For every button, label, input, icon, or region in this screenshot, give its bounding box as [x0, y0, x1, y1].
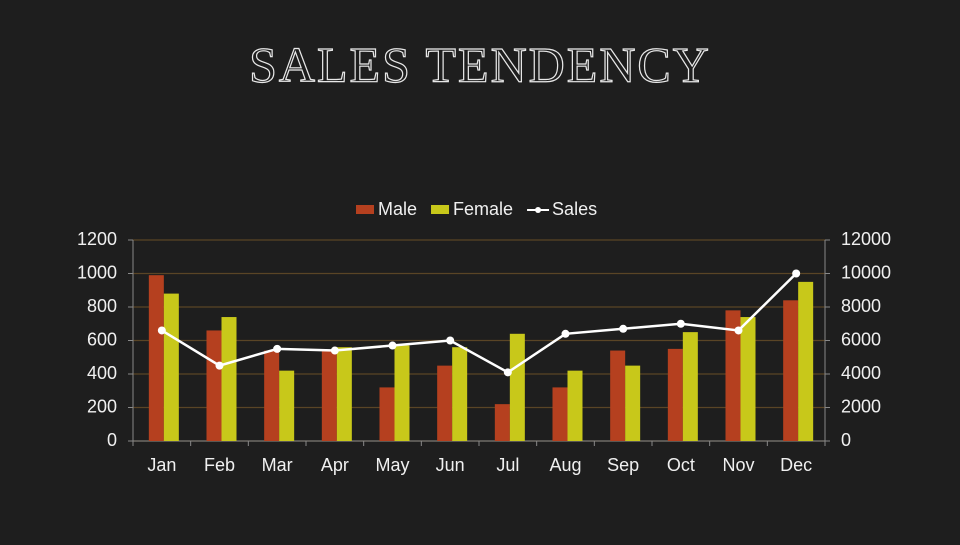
- bar: [625, 365, 641, 441]
- legend-swatch: [431, 205, 450, 214]
- y2-tick-label: 10000: [841, 262, 891, 282]
- x-tick-label: Apr: [321, 455, 349, 475]
- bar: [667, 348, 683, 441]
- bar: [509, 333, 525, 441]
- y2-tick-label: 4000: [841, 363, 881, 383]
- bar: [321, 350, 337, 441]
- bar: [783, 300, 799, 441]
- point: [215, 361, 224, 370]
- legend-swatch: [535, 207, 542, 213]
- bar: [206, 330, 222, 441]
- bar: [452, 347, 468, 441]
- x-tick-label: Dec: [780, 455, 812, 475]
- x-tick-label: Nov: [722, 455, 754, 475]
- point: [503, 368, 512, 377]
- bar: [552, 387, 568, 441]
- bar: [163, 293, 179, 441]
- bar: [379, 387, 395, 441]
- x-tick-label: Jul: [496, 455, 519, 475]
- y-tick-label: 1000: [77, 262, 117, 282]
- bar: [148, 275, 164, 441]
- x-tick-label: Jun: [436, 455, 465, 475]
- point: [388, 341, 397, 350]
- legend-label: Female: [453, 199, 513, 219]
- bar: [682, 332, 698, 441]
- y2-tick-label: 0: [841, 430, 851, 450]
- bar: [610, 350, 626, 441]
- x-tick-label: Jan: [147, 455, 176, 475]
- y-tick-label: 400: [87, 363, 117, 383]
- point: [273, 344, 282, 353]
- bar: [394, 345, 410, 441]
- bar: [437, 365, 453, 441]
- legend-label: Sales: [552, 199, 597, 219]
- chart-title: SALES TENDENCY: [249, 36, 711, 92]
- line: [161, 272, 798, 374]
- y-tick-label: 600: [87, 329, 117, 349]
- bar: [798, 281, 814, 441]
- point: [561, 329, 570, 338]
- point: [157, 326, 166, 335]
- legend-label: Male: [378, 199, 417, 219]
- bar: [221, 317, 237, 441]
- x-tick-label: Feb: [204, 455, 235, 475]
- bar: [336, 347, 352, 441]
- y2-tick-label: 6000: [841, 329, 881, 349]
- x-tick-label: Aug: [549, 455, 581, 475]
- y2-tick-label: 8000: [841, 296, 881, 316]
- bar: [725, 310, 741, 441]
- point: [330, 346, 339, 355]
- legend-swatch: [356, 205, 374, 214]
- point: [619, 324, 628, 333]
- y2-tick-label: 12000: [841, 229, 891, 249]
- y-tick-label: 0: [107, 430, 117, 450]
- y-tick-label: 1200: [77, 229, 117, 249]
- point: [792, 269, 801, 278]
- bar: [279, 370, 295, 441]
- point: [446, 336, 455, 345]
- y-tick-label: 800: [87, 296, 117, 316]
- bar: [740, 317, 756, 441]
- bar: [567, 370, 583, 441]
- x-tick-label: Mar: [262, 455, 293, 475]
- point: [676, 319, 685, 328]
- x-tick-label: Sep: [607, 455, 639, 475]
- bar: [264, 350, 280, 441]
- point: [734, 326, 743, 335]
- bar: [494, 404, 510, 441]
- x-tick-label: May: [375, 455, 409, 475]
- y-tick-label: 200: [87, 396, 117, 416]
- y2-tick-label: 2000: [841, 396, 881, 416]
- x-tick-label: Oct: [667, 455, 695, 475]
